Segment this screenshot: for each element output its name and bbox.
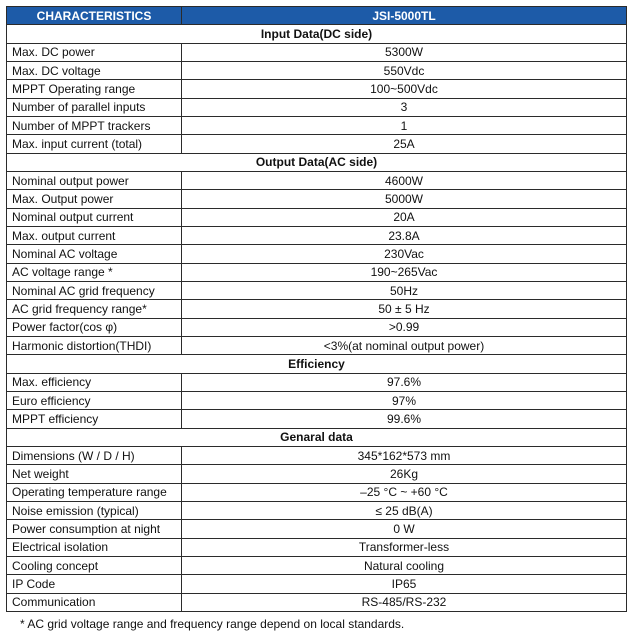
row-label: Max. efficiency <box>6 372 182 392</box>
table-row: Nominal AC grid frequency 50Hz <box>6 280 627 301</box>
table-row: Max. input current (total) 25A <box>6 134 627 154</box>
table-row: Max. efficiency 97.6% <box>6 372 627 392</box>
row-value: 97.6% <box>181 372 627 392</box>
table-row: Cooling concept Natural cooling <box>6 555 627 576</box>
row-label: MPPT efficiency <box>6 409 182 429</box>
row-value: >0.99 <box>181 317 627 337</box>
row-label: AC voltage range * <box>6 262 182 282</box>
row-value: <3%(at nominal output power) <box>181 335 627 356</box>
row-label: Harmonic distortion(THDI) <box>6 335 182 356</box>
table-row: Nominal output current 20A <box>6 207 627 227</box>
row-label: MPPT Operating range <box>6 79 182 99</box>
row-value: 20A <box>181 207 627 227</box>
row-label: Dimensions (W / D / H) <box>6 445 182 466</box>
table-row: Electrical isolation Transformer-less <box>6 537 627 557</box>
section-row: Output Data(AC side) <box>6 152 627 172</box>
table-row: Operating temperature range –25 °C ~ +60 … <box>6 482 627 502</box>
row-label: Power factor(cos φ) <box>6 317 182 337</box>
header-characteristics: CHARACTERISTICS <box>6 5 182 26</box>
row-label: Nominal AC grid frequency <box>6 280 182 301</box>
table-row: MPPT efficiency 99.6% <box>6 409 627 429</box>
row-label: AC grid frequency range* <box>6 299 182 319</box>
table-row: Power consumption at night 0 W <box>6 519 627 539</box>
row-value: 100~500Vdc <box>181 79 627 99</box>
row-label: Number of MPPT trackers <box>6 115 182 136</box>
table-row: MPPT Operating range 100~500Vdc <box>6 79 627 99</box>
row-label: Max. DC voltage <box>6 60 182 81</box>
row-value: –25 °C ~ +60 °C <box>181 482 627 502</box>
row-label: Communication <box>6 592 182 612</box>
row-value: 190~265Vac <box>181 262 627 282</box>
table-row: Noise emission (typical) ≤ 25 dB(A) <box>6 500 627 521</box>
table-row: AC voltage range * 190~265Vac <box>6 262 627 282</box>
table-row: Max. Output power 5000W <box>6 189 627 209</box>
row-value: 345*162*573 mm <box>181 445 627 466</box>
row-value: 99.6% <box>181 409 627 429</box>
row-label: Max. DC power <box>6 42 182 62</box>
table-body: Input Data(DC side) Max. DC power 5300W Max… <box>6 24 627 612</box>
row-value: 97% <box>181 390 627 411</box>
row-label: Nominal AC voltage <box>6 244 182 264</box>
row-value: IP65 <box>181 574 627 594</box>
table-row: Number of MPPT trackers 1 <box>6 115 627 136</box>
table-header-row: CHARACTERISTICS JSI-5000TL <box>6 5 627 26</box>
row-label: IP Code <box>6 574 182 594</box>
section-row: Efficiency <box>6 354 627 374</box>
row-label: Operating temperature range <box>6 482 182 502</box>
row-label: Max. input current (total) <box>6 134 182 154</box>
table-row: Max. DC voltage 550Vdc <box>6 60 627 81</box>
row-label: Power consumption at night <box>6 519 182 539</box>
table-row: Power factor(cos φ) >0.99 <box>6 317 627 337</box>
table-row: Nominal output power 4600W <box>6 170 627 191</box>
row-label: Euro efficiency <box>6 390 182 411</box>
row-value: Natural cooling <box>181 555 627 576</box>
section-title: Genaral data <box>6 427 627 447</box>
table-row: AC grid frequency range* 50 ± 5 Hz <box>6 299 627 319</box>
row-label: Number of parallel inputs <box>6 97 182 117</box>
table-row: Number of parallel inputs 3 <box>6 97 627 117</box>
row-value: 0 W <box>181 519 627 539</box>
row-value: 26Kg <box>181 464 627 484</box>
section-title: Input Data(DC side) <box>6 24 627 44</box>
row-label: Cooling concept <box>6 555 182 576</box>
section-title: Output Data(AC side) <box>6 152 627 172</box>
specifications-table: CHARACTERISTICS JSI-5000TL Input Data(DC… <box>6 5 627 612</box>
row-value: Transformer-less <box>181 537 627 557</box>
table-row: Euro efficiency 97% <box>6 390 627 411</box>
section-row: Genaral data <box>6 427 627 447</box>
section-title: Efficiency <box>6 354 627 374</box>
row-label: Nominal output power <box>6 170 182 191</box>
row-label: Noise emission (typical) <box>6 500 182 521</box>
row-label: Max. output current <box>6 225 182 246</box>
table-row: Net weight 26Kg <box>6 464 627 484</box>
row-value: 25A <box>181 134 627 154</box>
row-value: ≤ 25 dB(A) <box>181 500 627 521</box>
row-value: RS-485/RS-232 <box>181 592 627 612</box>
row-value: 1 <box>181 115 627 136</box>
row-value: 5000W <box>181 189 627 209</box>
row-value: 50 ± 5 Hz <box>181 299 627 319</box>
row-label: Net weight <box>6 464 182 484</box>
table-row: Max. output current 23.8A <box>6 225 627 246</box>
table-row: Max. DC power 5300W <box>6 42 627 62</box>
header-model: JSI-5000TL <box>181 5 627 26</box>
row-value: 5300W <box>181 42 627 62</box>
row-label: Max. Output power <box>6 189 182 209</box>
section-row: Input Data(DC side) <box>6 24 627 44</box>
row-value: 23.8A <box>181 225 627 246</box>
row-value: 4600W <box>181 170 627 191</box>
table-row: Nominal AC voltage 230Vac <box>6 244 627 264</box>
row-label: Nominal output current <box>6 207 182 227</box>
row-value: 230Vac <box>181 244 627 264</box>
footnote: * AC grid voltage range and frequency ra… <box>20 617 405 631</box>
row-value: 550Vdc <box>181 60 627 81</box>
row-value: 3 <box>181 97 627 117</box>
table-row: Harmonic distortion(THDI) <3%(at nominal … <box>6 335 627 356</box>
table-row: Communication RS-485/RS-232 <box>6 592 627 612</box>
table-row: IP Code IP65 <box>6 574 627 594</box>
table-row: Dimensions (W / D / H) 345*162*573 mm <box>6 445 627 466</box>
row-label: Electrical isolation <box>6 537 182 557</box>
row-value: 50Hz <box>181 280 627 301</box>
